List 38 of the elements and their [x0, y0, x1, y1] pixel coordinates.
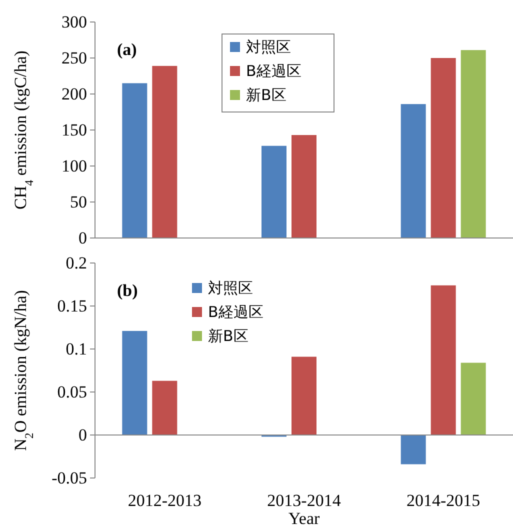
annotation: (a)	[117, 40, 137, 59]
bar	[400, 104, 426, 238]
y-tick-label: 0	[78, 425, 87, 444]
bar	[430, 285, 456, 435]
legend-label: 対照区	[246, 38, 291, 56]
legend-label: B経過区	[246, 62, 302, 80]
y-tick-label: 0.1	[66, 339, 87, 358]
bar	[122, 330, 148, 435]
y-tick-label: -0.05	[52, 468, 87, 488]
bar	[460, 362, 486, 435]
legend-label: 新B区	[246, 86, 286, 104]
x-tick-label: 2014-2015	[406, 491, 480, 510]
x-tick-label: 2012-2013	[128, 491, 202, 510]
y-tick-label: 0.2	[66, 253, 87, 272]
x-axis-title: Year	[288, 509, 320, 527]
bar	[430, 58, 456, 238]
annotation: (b)	[117, 281, 138, 300]
y-tick-label: 0	[78, 228, 87, 248]
y-tick-label: 300	[62, 12, 87, 32]
legend-label: 新B区	[208, 327, 248, 345]
legend-label: B経過区	[208, 303, 264, 321]
y-tick-label: 150	[62, 120, 87, 140]
bar	[292, 135, 316, 238]
legend-label: 対照区	[208, 279, 253, 297]
y-tick-label: 250	[62, 48, 87, 68]
y-tick-label: 100	[62, 156, 87, 176]
bar	[400, 435, 426, 464]
y-tick-label: 200	[62, 84, 87, 104]
bar	[152, 66, 178, 238]
bar	[122, 83, 148, 238]
x-tick-label: 2013-2014	[267, 491, 342, 510]
bar	[292, 356, 316, 435]
y-tick-label: 50	[70, 192, 87, 212]
bar	[460, 50, 486, 238]
bar	[262, 146, 286, 238]
y-tick-label: 0.15	[57, 296, 87, 316]
bar	[152, 380, 178, 435]
y-tick-label: 0.05	[57, 382, 87, 402]
